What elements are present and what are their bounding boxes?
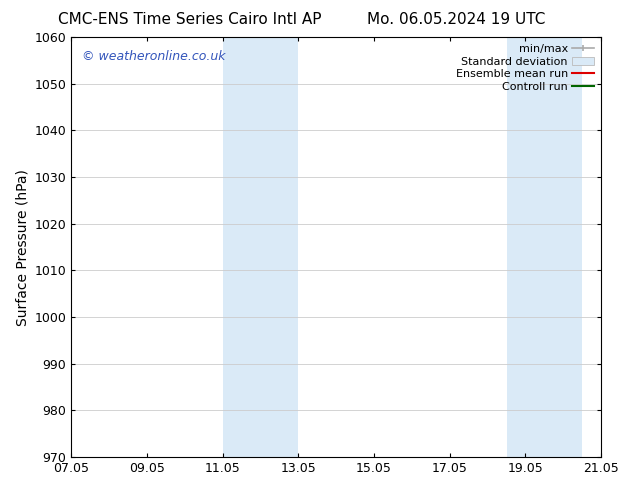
Text: © weatheronline.co.uk: © weatheronline.co.uk xyxy=(82,50,226,63)
Text: CMC-ENS Time Series Cairo Intl AP: CMC-ENS Time Series Cairo Intl AP xyxy=(58,12,322,27)
Y-axis label: Surface Pressure (hPa): Surface Pressure (hPa) xyxy=(15,169,29,325)
Text: Mo. 06.05.2024 19 UTC: Mo. 06.05.2024 19 UTC xyxy=(367,12,546,27)
Legend: min/max, Standard deviation, Ensemble mean run, Controll run: min/max, Standard deviation, Ensemble me… xyxy=(451,39,599,97)
Bar xyxy=(223,37,299,457)
Bar xyxy=(507,37,582,457)
